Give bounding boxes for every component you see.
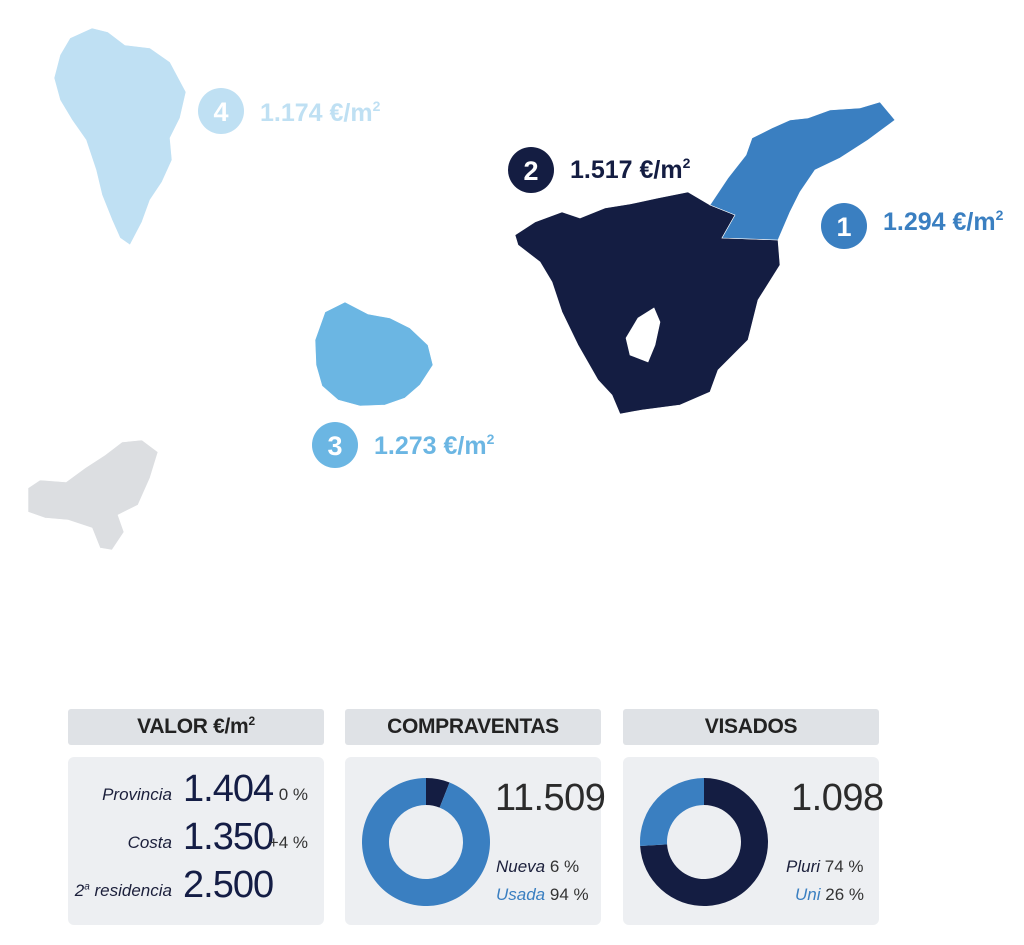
visados-total: 1.098	[791, 777, 884, 819]
legend-pct: 94 %	[549, 885, 589, 904]
visados-panel: 1.098 Pluri 74 % Uni 26 %	[623, 757, 884, 925]
la-gomera-island	[314, 301, 434, 407]
compraventas-header: COMPRAVENTAS	[345, 709, 601, 745]
valor-row-label-sup: a	[84, 881, 90, 893]
valor-row-value: 1.404	[183, 768, 274, 810]
legend-pct: 26 %	[825, 885, 864, 904]
valor-row-label-rest: residencia	[89, 881, 173, 900]
compraventas-panel: 11.509 Nueva 6 % Usada 94 %	[345, 757, 606, 925]
badge-tenerife: 2 1.517 €/m2	[508, 147, 691, 193]
svg-text:1.273 €/m2: 1.273 €/m2	[374, 431, 495, 460]
valor-panel: Provincia 1.404 0 % Costa 1.350 +4 % 2a …	[68, 757, 324, 925]
badge-tenerife-north: 1 1.294 €/m2	[821, 203, 1004, 249]
valor-row-change: +4 %	[268, 833, 308, 852]
compraventas-donut	[362, 778, 490, 906]
canary-islands-map: 4 1.174 €/m2 2 1.517 €/m2 1 1.294 €/m2 3…	[27, 27, 1004, 551]
svg-text:4: 4	[213, 97, 228, 127]
valor-header-text: VALOR €/m	[137, 715, 249, 738]
legend-pct: 6 %	[549, 857, 580, 876]
valor-row-costa: Costa 1.350 +4 %	[68, 816, 324, 861]
svg-text:1.294 €/m2: 1.294 €/m2	[883, 207, 1004, 236]
svg-text:1: 1	[836, 212, 851, 242]
compraventas-slice-usada	[362, 778, 490, 906]
visados-slice-pluri	[640, 778, 768, 906]
valor-header-sup: 2	[248, 714, 255, 728]
visados-slice-uni	[640, 778, 704, 847]
valor-row-value: 2.500	[183, 864, 274, 906]
visados-header: VISADOS	[623, 709, 879, 745]
valor-row-segunda-residencia: 2a residencia 2.500	[68, 864, 324, 909]
badge-la-palma: 4 1.174 €/m2	[198, 88, 381, 134]
legend-label: Usada	[496, 885, 546, 904]
visados-legend-pluri: Pluri 74 %	[786, 857, 864, 877]
compraventas-legend-usada: Usada 94 %	[496, 885, 589, 905]
svg-text:1.517 €/m2: 1.517 €/m2	[570, 155, 691, 184]
svg-text:1.174 €/m2: 1.174 €/m2	[260, 98, 381, 127]
visados-donut	[640, 778, 768, 906]
visados-legend-uni: Uni 26 %	[795, 885, 864, 905]
compraventas-legend-nueva: Nueva 6 %	[496, 857, 579, 877]
tenerife-island	[514, 191, 781, 415]
valor-row-value: 1.350	[183, 816, 274, 858]
valor-row-label: Provincia	[102, 785, 172, 804]
compraventas-slice-nueva	[426, 778, 450, 808]
valor-row-provincia: Provincia 1.404 0 %	[68, 768, 324, 813]
compraventas-total: 11.509	[495, 777, 606, 819]
la-palma-island	[53, 27, 187, 246]
legend-label: Uni	[795, 885, 821, 904]
valor-row-label: Costa	[127, 833, 172, 852]
badge-la-gomera: 3 1.273 €/m2	[312, 422, 495, 468]
legend-label: Pluri	[786, 857, 821, 876]
valor-row-change: 0 %	[278, 785, 308, 804]
svg-text:2: 2	[523, 156, 538, 186]
valor-row-label-num: 2	[74, 881, 85, 900]
valor-row-label: 2a residencia	[75, 881, 172, 901]
tenerife-north-island	[709, 101, 896, 241]
legend-label: Nueva	[496, 857, 546, 876]
valor-header: VALOR €/m2	[68, 709, 324, 745]
svg-text:3: 3	[327, 431, 342, 461]
el-hierro-island	[27, 439, 159, 551]
legend-pct: 74 %	[824, 857, 864, 876]
